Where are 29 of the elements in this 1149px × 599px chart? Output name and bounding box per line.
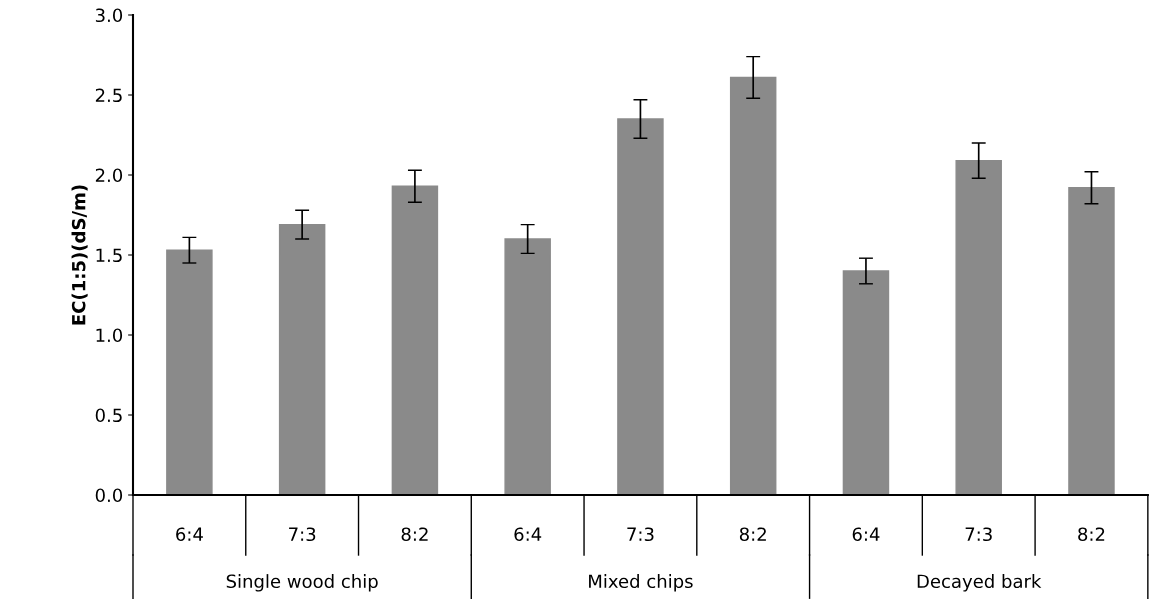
x-tick-label: 7:3: [289, 527, 316, 542]
x-tick-label: 7:3: [627, 527, 654, 542]
bar: [391, 185, 439, 495]
y-tick-label: 2.5: [95, 88, 122, 103]
x-tick-label: 8:2: [739, 527, 766, 542]
text: Mixed chips: [589, 574, 693, 592]
y-tick-label: 2.0: [95, 168, 123, 183]
bar: [842, 270, 890, 495]
x-tick-label: 8:2: [401, 527, 428, 542]
bar: [617, 118, 664, 495]
bar: [729, 76, 777, 495]
y-tick-label: 1.0: [96, 328, 123, 343]
text: Decayed bark: [917, 574, 1042, 592]
x-tick-label: 7:3: [965, 527, 992, 542]
x-tick-label: 6:4: [514, 527, 542, 542]
bar: [278, 223, 326, 495]
x-tick-label: 8:2: [1078, 527, 1105, 542]
bar: [1068, 187, 1115, 495]
bar: [166, 249, 213, 495]
bar: [955, 159, 1002, 495]
y-tick-label: 3.0: [95, 8, 123, 23]
y-tick-label: 0.5: [95, 408, 122, 423]
x-tick-label: 6:4: [176, 527, 203, 542]
y-axis-title: EC(1:5)(dS/m): [71, 185, 88, 325]
bar: [504, 238, 551, 495]
x-tick-label: 6:4: [852, 527, 880, 542]
text: Single wood chip: [226, 574, 378, 592]
y-tick-label: 1.5: [96, 248, 122, 263]
y-tick-label: 0.0: [95, 488, 123, 503]
